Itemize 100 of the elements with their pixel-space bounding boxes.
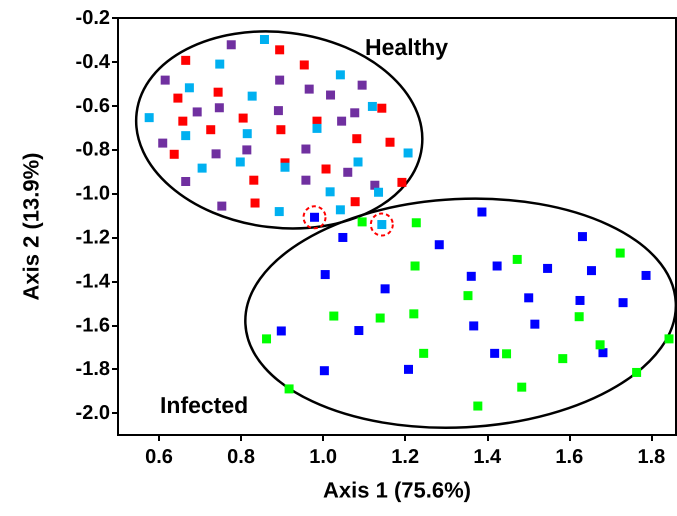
point	[574, 312, 584, 322]
point	[326, 187, 335, 196]
point	[386, 138, 395, 147]
y-tick-label: -0.6	[76, 94, 110, 117]
point	[276, 326, 286, 336]
point	[512, 254, 522, 264]
point	[404, 148, 413, 158]
point	[374, 188, 384, 197]
point	[320, 366, 329, 376]
point	[275, 45, 284, 54]
point	[469, 321, 478, 330]
point	[358, 217, 367, 226]
point	[530, 320, 540, 329]
point	[397, 178, 406, 187]
point	[412, 218, 421, 228]
y-tick-label: -1.6	[76, 314, 110, 336]
point	[326, 90, 336, 100]
point	[410, 262, 420, 271]
point	[304, 84, 314, 94]
point	[354, 326, 364, 336]
point	[329, 312, 338, 321]
point	[262, 334, 272, 344]
point	[463, 291, 472, 300]
point	[336, 70, 345, 80]
point	[358, 80, 367, 90]
point	[586, 266, 596, 276]
point	[215, 60, 224, 69]
x-tick-label: 1.2	[391, 446, 420, 468]
point	[419, 348, 428, 358]
point	[274, 207, 284, 216]
y-axis-title: Axis 2 (13.9%)	[18, 152, 44, 300]
point	[377, 104, 386, 113]
point	[248, 92, 257, 101]
point	[181, 56, 190, 65]
point	[242, 129, 252, 138]
point	[160, 76, 170, 85]
point	[301, 144, 310, 154]
point	[312, 124, 322, 133]
point	[404, 364, 413, 374]
point	[524, 293, 534, 302]
point	[578, 232, 587, 242]
annotation: Infected	[160, 392, 248, 418]
point	[284, 384, 294, 394]
point	[276, 125, 286, 134]
point	[558, 354, 568, 364]
point	[575, 296, 584, 305]
point	[198, 164, 207, 173]
point	[336, 205, 345, 214]
point	[350, 197, 360, 206]
point	[466, 272, 476, 281]
point	[596, 340, 605, 350]
annotation: Healthy	[365, 34, 448, 60]
y-tick-label: -0.4	[76, 50, 111, 73]
x-tick-label: 0.6	[145, 446, 173, 468]
y-tick-label: -2.0	[76, 402, 110, 424]
point	[343, 168, 352, 177]
point	[492, 262, 502, 271]
x-axis-title: Axis 1 (75.6%)	[323, 478, 471, 502]
point	[300, 60, 309, 70]
point	[490, 348, 500, 358]
point	[618, 298, 628, 308]
y-tick-label: -0.2	[76, 7, 110, 29]
point	[173, 94, 182, 103]
point	[178, 116, 188, 126]
x-tick-label: 1.0	[309, 446, 338, 468]
point	[242, 145, 252, 154]
point	[181, 177, 190, 186]
point	[249, 176, 258, 185]
point	[274, 106, 283, 116]
y-tick-label: -1.4	[76, 270, 111, 292]
point	[212, 149, 221, 158]
point	[368, 102, 377, 111]
point	[434, 240, 444, 250]
point	[184, 83, 194, 92]
point	[280, 162, 290, 172]
point	[380, 284, 390, 294]
point	[250, 198, 260, 208]
x-tick-label: 1.4	[473, 446, 502, 468]
x-tick-label: 1.8	[637, 446, 666, 468]
point	[214, 88, 223, 97]
point	[260, 35, 269, 44]
point	[477, 208, 486, 217]
x-tick-label: 0.8	[227, 446, 255, 468]
point	[275, 76, 284, 85]
point	[158, 138, 168, 148]
y-tick-label: -1.0	[76, 182, 110, 205]
y-tick-label: -1.2	[76, 226, 110, 248]
point	[181, 131, 190, 140]
point	[217, 202, 226, 211]
point	[352, 134, 362, 144]
point	[144, 113, 154, 122]
y-tick-label: -0.8	[76, 138, 110, 161]
point	[236, 157, 245, 166]
point	[616, 248, 625, 258]
point	[226, 40, 236, 50]
point	[354, 157, 363, 166]
x-tick-label: 1.6	[555, 446, 584, 468]
point	[192, 107, 202, 116]
point	[664, 334, 674, 344]
point	[517, 382, 526, 392]
